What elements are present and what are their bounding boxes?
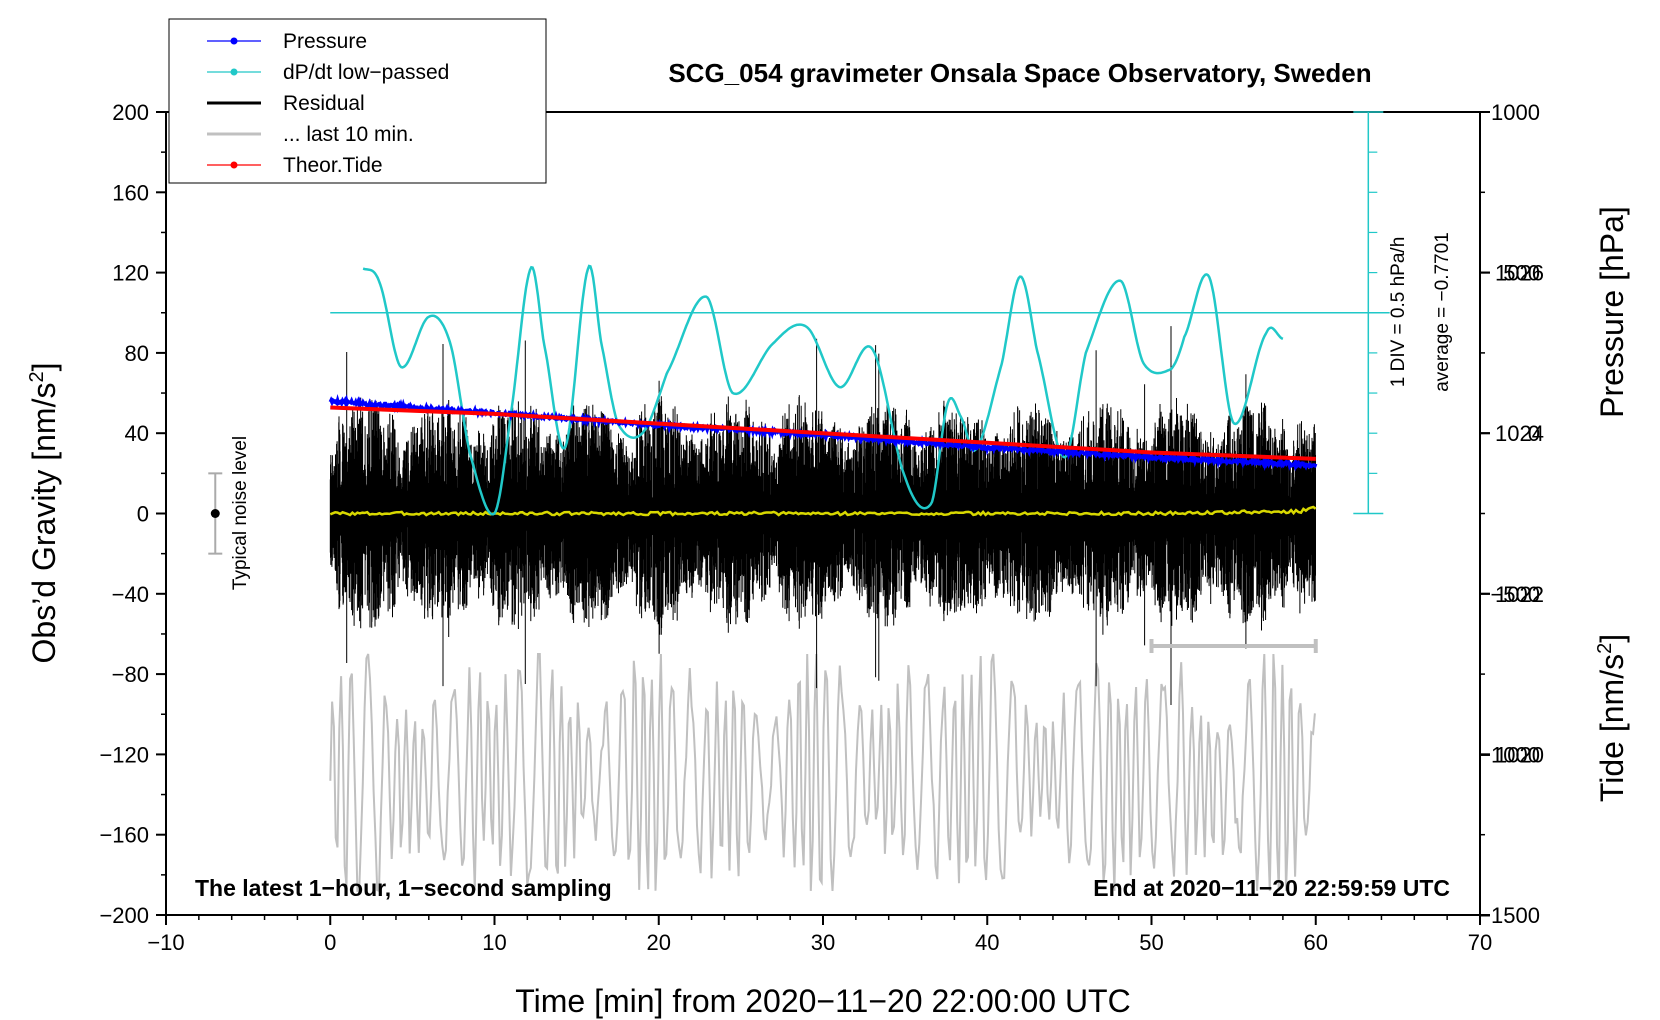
y-left-tick-label: −40 (112, 582, 149, 607)
tide-tick-label: 500 (1503, 261, 1540, 286)
dpdt-series (330, 264, 1390, 516)
axis-ticks: −10 0 10 20 30 40 50 60 7020016012080400−40−80−1… (99, 100, 1544, 955)
legend-label-1: dP/dt low−passed (283, 61, 449, 84)
legend-label-2: Residual (283, 92, 365, 115)
legend-label-4: Theor.Tide (283, 154, 383, 177)
pressure-tick-label: 1022 (1495, 582, 1544, 607)
legend-marker-1 (230, 68, 238, 76)
x-tick-label: 30 (811, 930, 835, 955)
x-tick-label: 60 (1304, 930, 1328, 955)
y-left-tick-label: 120 (112, 261, 149, 286)
dpdt-average-label: average = −0.7701 (1432, 232, 1453, 392)
x-tick-label: 20 (647, 930, 671, 955)
x-tick-label: 70 (1468, 930, 1492, 955)
y-left-tick-label: −120 (99, 742, 149, 767)
tide-tick-label: −500 (1490, 582, 1540, 607)
last-10-min-series (329, 653, 1316, 893)
noise-bar-dot (210, 509, 220, 518)
y-left-label-close: ] (26, 363, 62, 372)
y-left-tick-label: 160 (112, 180, 149, 205)
y-tide-label-close: ] (1594, 634, 1630, 643)
legend-marker-0 (230, 37, 238, 45)
y-left-tick-label: 200 (112, 100, 149, 125)
y-axis-label-pressure: Pressure [hPa] (1594, 206, 1630, 418)
y-left-tick-label: −80 (112, 662, 149, 687)
tide-tick-label: −1500 (1478, 903, 1540, 928)
last-10-min-line (329, 653, 1316, 893)
legend: Pressure dP/dt low−passed Residual ... last… (168, 18, 547, 184)
y-left-tick-label: 0 (137, 502, 149, 527)
dpdt-line (362, 264, 1284, 516)
dpdt-div-label: 1 DIV = 0.5 hPa/h (1388, 237, 1409, 388)
y-tide-label-sup: 2 (1594, 643, 1616, 654)
tide-tick-label: 0 (1528, 421, 1540, 446)
x-tick-label: 0 (324, 930, 336, 955)
legend-marker-4 (230, 161, 238, 169)
y-left-tick-label: −160 (99, 823, 149, 848)
y-left-label-sup: 2 (26, 371, 48, 382)
last-10-min-bracket (1149, 638, 1318, 653)
chart-title: SCG_054 gravimeter Onsala Space Observat… (668, 58, 1371, 88)
y-axis-label-left: Obs’d Gravity [nm/s2] (26, 363, 62, 664)
sampling-annotation: The latest 1−hour, 1−second sampling (195, 875, 612, 901)
x-tick-label: 10 (482, 930, 506, 955)
tide-tick-label: −1000 (1478, 742, 1540, 767)
legend-box (168, 18, 547, 184)
x-tick-label: 50 (1139, 930, 1163, 955)
pressure-tick-label: 1026 (1495, 261, 1544, 286)
legend-label-0: Pressure (283, 30, 367, 53)
x-axis-label: Time [min] from 2020−11−20 22:00:00 UTC (515, 983, 1130, 1019)
end-time-annotation: End at 2020−11−20 22:59:59 UTC (1093, 875, 1450, 901)
tide-tick-label: 1000 (1491, 100, 1540, 125)
y-left-tick-label: 80 (125, 341, 149, 366)
y-left-tick-label: 40 (125, 421, 149, 446)
tide-line (330, 405, 1316, 461)
y-tide-label-main: Tide [nm/s (1594, 654, 1630, 802)
legend-label-3: ... last 10 min. (283, 123, 414, 146)
y-left-label-main: Obs’d Gravity [nm/s (26, 383, 62, 664)
x-tick-label: 40 (975, 930, 999, 955)
x-tick-label: −10 (147, 930, 184, 955)
dpdt-scale-bar (1353, 111, 1384, 515)
y-axis-label-tide: Tide [nm/s2] (1594, 634, 1630, 802)
tide-series (330, 405, 1316, 461)
pressure-tick-label: 1020 (1495, 742, 1544, 767)
pressure-tick-label: 1024 (1495, 421, 1544, 446)
noise-level-label: Typical noise level (230, 436, 251, 590)
y-left-tick-label: −200 (99, 903, 149, 928)
noise-level-bar (208, 472, 223, 555)
